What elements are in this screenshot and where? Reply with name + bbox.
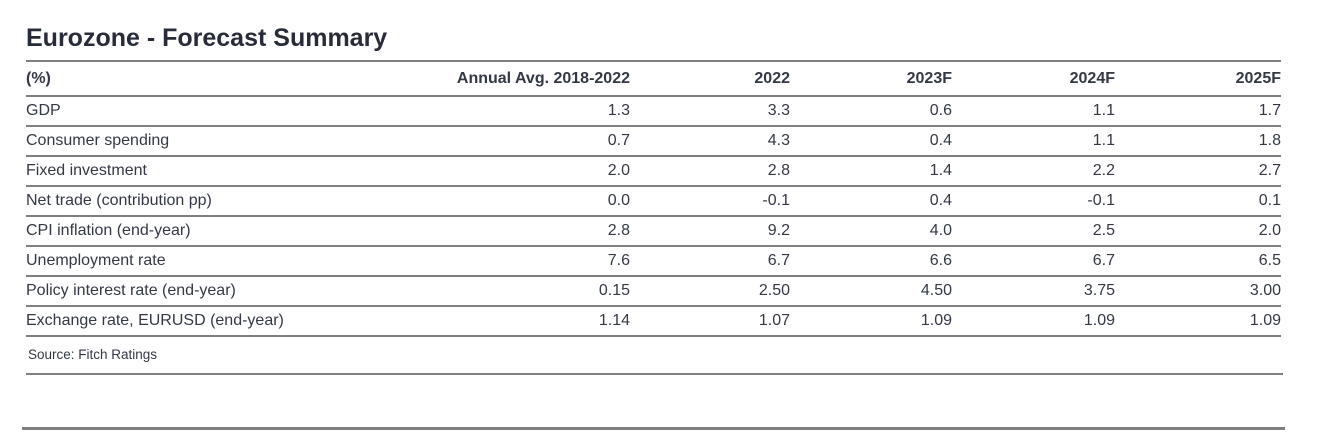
- table-row: Fixed investment 2.0 2.8 1.4 2.2 2.7: [26, 156, 1281, 187]
- cell-value: 2.0: [430, 156, 630, 187]
- table-row: Net trade (contribution pp) 0.0 -0.1 0.4…: [26, 186, 1281, 217]
- row-label: Exchange rate, EURUSD (end-year): [26, 306, 430, 337]
- row-label: GDP: [26, 96, 430, 127]
- cell-value: 0.15: [430, 276, 630, 307]
- cell-value: 4.0: [790, 216, 952, 247]
- forecast-table: (%) Annual Avg. 2018-2022 2022 2023F 202…: [26, 60, 1281, 337]
- cell-value: 1.09: [1115, 306, 1281, 337]
- cell-value: 0.7: [430, 126, 630, 157]
- cell-value: 3.00: [1115, 276, 1281, 307]
- table-row: Exchange rate, EURUSD (end-year) 1.14 1.…: [26, 306, 1281, 337]
- bottom-divider: [22, 427, 1285, 430]
- cell-value: 3.75: [952, 276, 1115, 307]
- table-row: GDP 1.3 3.3 0.6 1.1 1.7: [26, 96, 1281, 127]
- cell-value: 7.6: [430, 246, 630, 277]
- row-label: Fixed investment: [26, 156, 430, 187]
- source-note: Source: Fitch Ratings: [26, 337, 1283, 375]
- column-header-annual-avg: Annual Avg. 2018-2022: [430, 61, 630, 97]
- row-label: Net trade (contribution pp): [26, 186, 430, 217]
- row-label: CPI inflation (end-year): [26, 216, 430, 247]
- cell-value: -0.1: [630, 186, 790, 217]
- row-label: Unemployment rate: [26, 246, 430, 277]
- cell-value: 6.5: [1115, 246, 1281, 277]
- cell-value: 6.7: [630, 246, 790, 277]
- cell-value: 0.6: [790, 96, 952, 127]
- cell-value: 2.8: [430, 216, 630, 247]
- report-page: Eurozone - Forecast Summary (%) Annual A…: [22, 24, 1285, 430]
- cell-value: 4.3: [630, 126, 790, 157]
- cell-value: 4.50: [790, 276, 952, 307]
- cell-value: 1.3: [430, 96, 630, 127]
- cell-value: 1.7: [1115, 96, 1281, 127]
- cell-value: 6.6: [790, 246, 952, 277]
- cell-value: 3.3: [630, 96, 790, 127]
- cell-value: -0.1: [952, 186, 1115, 217]
- row-label: Policy interest rate (end-year): [26, 276, 430, 307]
- cell-value: 1.09: [790, 306, 952, 337]
- cell-value: 2.50: [630, 276, 790, 307]
- cell-value: 1.07: [630, 306, 790, 337]
- table-row: Unemployment rate 7.6 6.7 6.6 6.7 6.5: [26, 246, 1281, 277]
- column-header-2022: 2022: [630, 61, 790, 97]
- cell-value: 1.4: [790, 156, 952, 187]
- column-header-unit: (%): [26, 61, 430, 97]
- cell-value: 2.2: [952, 156, 1115, 187]
- column-header-2023f: 2023F: [790, 61, 952, 97]
- column-header-2025f: 2025F: [1115, 61, 1281, 97]
- cell-value: 1.8: [1115, 126, 1281, 157]
- cell-value: 0.0: [430, 186, 630, 217]
- cell-value: 0.4: [790, 126, 952, 157]
- table-row: Consumer spending 0.7 4.3 0.4 1.1 1.8: [26, 126, 1281, 157]
- table-header-row: (%) Annual Avg. 2018-2022 2022 2023F 202…: [26, 61, 1281, 97]
- table-row: CPI inflation (end-year) 2.8 9.2 4.0 2.5…: [26, 216, 1281, 247]
- row-label: Consumer spending: [26, 126, 430, 157]
- cell-value: 1.14: [430, 306, 630, 337]
- cell-value: 1.1: [952, 96, 1115, 127]
- cell-value: 0.4: [790, 186, 952, 217]
- cell-value: 2.0: [1115, 216, 1281, 247]
- table-row: Policy interest rate (end-year) 0.15 2.5…: [26, 276, 1281, 307]
- cell-value: 1.1: [952, 126, 1115, 157]
- cell-value: 9.2: [630, 216, 790, 247]
- cell-value: 2.5: [952, 216, 1115, 247]
- column-header-2024f: 2024F: [952, 61, 1115, 97]
- cell-value: 1.09: [952, 306, 1115, 337]
- cell-value: 2.8: [630, 156, 790, 187]
- cell-value: 2.7: [1115, 156, 1281, 187]
- cell-value: 6.7: [952, 246, 1115, 277]
- page-title: Eurozone - Forecast Summary: [26, 24, 388, 52]
- cell-value: 0.1: [1115, 186, 1281, 217]
